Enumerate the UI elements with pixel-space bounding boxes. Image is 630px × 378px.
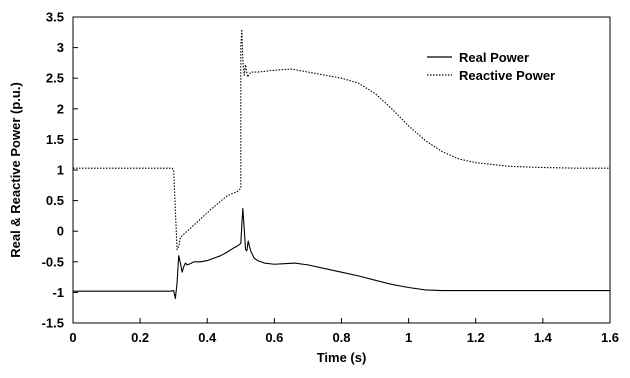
- x-tick-label: 0.4: [198, 330, 217, 345]
- legend: Real Power Reactive Power: [427, 50, 555, 83]
- x-tick-label: 1.2: [467, 330, 485, 345]
- plot-area-frame: [72, 16, 611, 324]
- y-tick-label: 1.5: [46, 132, 64, 147]
- y-tick-label: -1.5: [42, 316, 64, 331]
- y-tick-label: 0: [57, 224, 64, 239]
- x-tick-label: 1.6: [601, 330, 619, 345]
- y-tick-label: -1: [52, 285, 64, 300]
- y-tick-label: 2.5: [46, 71, 64, 86]
- y-tick-label: 3: [57, 40, 64, 55]
- y-tick-label: 1: [57, 163, 64, 178]
- y-tick-label: 2: [57, 101, 64, 116]
- series-line-real-power: [73, 208, 610, 300]
- x-tick-label: 0.6: [265, 330, 283, 345]
- legend-label-real-power: Real Power: [459, 50, 529, 65]
- y-axis-ticks: -1.5 -1 -0.5 0 0.5 1 1.5 2 2.5 3 3.5: [42, 10, 78, 331]
- y-tick-label: 3.5: [46, 10, 64, 25]
- x-tick-label: 1.4: [534, 330, 553, 345]
- x-axis-ticks: 0 0.2 0.4 0.6 0.8 1 1.2 1.4 1.6: [69, 318, 619, 345]
- y-tick-label: 0.5: [46, 193, 64, 208]
- y-axis-title: Real & Reactive Power (p.u.): [8, 82, 23, 258]
- series-line-reactive-power: [73, 28, 610, 251]
- x-tick-label: 1: [405, 330, 412, 345]
- x-tick-label: 0: [69, 330, 76, 345]
- x-tick-label: 0.2: [131, 330, 149, 345]
- legend-label-reactive-power: Reactive Power: [459, 68, 555, 83]
- y-tick-label: -0.5: [42, 254, 64, 269]
- x-axis-title: Time (s): [317, 350, 367, 365]
- x-tick-label: 0.8: [332, 330, 350, 345]
- series-layer: [73, 28, 610, 300]
